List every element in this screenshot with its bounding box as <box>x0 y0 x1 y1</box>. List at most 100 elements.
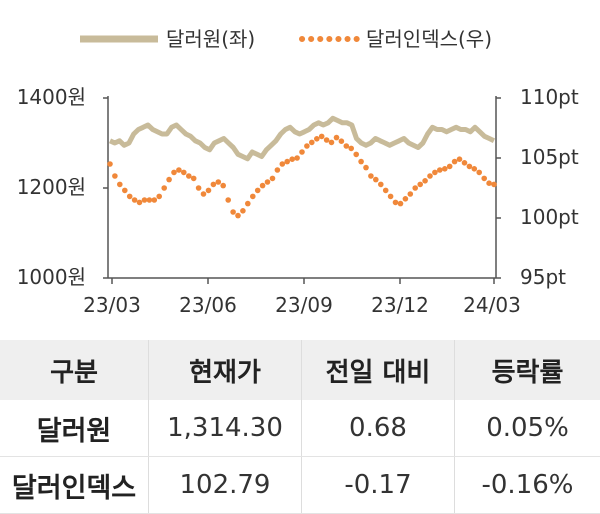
data-point-dxy <box>447 164 453 170</box>
data-point-dxy <box>216 179 222 185</box>
data-point-dxy <box>265 179 271 185</box>
data-point-dxy <box>171 170 177 176</box>
data-point-dxy <box>201 191 207 197</box>
y-right-tick-label: 105pt <box>520 145 579 169</box>
y-left-tick-label: 1200원 <box>17 175 86 199</box>
data-point-dxy <box>284 159 290 165</box>
data-point-dxy <box>457 156 463 162</box>
column-header: 현재가 <box>149 340 302 400</box>
data-point-dxy <box>196 185 202 191</box>
data-point-dxy <box>324 137 330 143</box>
y-right-tick-label: 95pt <box>520 265 566 289</box>
data-point-dxy <box>378 182 384 188</box>
x-tick-label: 23/06 <box>179 293 237 317</box>
data-point-dxy <box>137 200 143 206</box>
data-point-dxy <box>319 134 325 140</box>
data-point-dxy <box>289 156 295 162</box>
x-tick-label: 23/12 <box>371 293 429 317</box>
y-left-tick-label: 1400원 <box>17 85 86 109</box>
legend-label-usdkrw: 달러원(좌) <box>166 27 255 51</box>
x-tick-label: 24/03 <box>463 293 521 317</box>
data-point-dxy <box>432 170 438 176</box>
data-point-dxy <box>206 188 212 194</box>
y-left-tick-label: 1000원 <box>17 265 86 289</box>
column-header: 등락률 <box>455 340 600 400</box>
data-point-dxy <box>112 173 118 179</box>
data-point-dxy <box>211 182 217 188</box>
data-point-dxy <box>363 165 369 171</box>
data-point-dxy <box>142 197 148 203</box>
row-label: 달러원 <box>0 400 149 457</box>
data-point-dxy <box>314 136 320 142</box>
data-point-dxy <box>417 182 423 188</box>
data-point-dxy <box>408 191 414 197</box>
table-header-row: 구분 현재가 전일 대비 등락률 <box>0 340 600 400</box>
data-point-dxy <box>329 140 335 146</box>
data-point-dxy <box>299 149 305 155</box>
change-rate-cell: -0.16% <box>455 457 600 514</box>
data-point-dxy <box>353 152 359 158</box>
data-point-dxy <box>334 135 340 141</box>
data-point-dxy <box>132 197 138 203</box>
data-point-dxy <box>373 177 379 183</box>
data-point-dxy <box>225 197 231 203</box>
x-tick-label: 23/03 <box>83 293 141 317</box>
data-point-dxy <box>403 196 409 202</box>
data-point-dxy <box>147 197 153 203</box>
data-point-dxy <box>339 138 345 144</box>
data-point-dxy <box>191 176 197 182</box>
exchange-rate-chart: 달러원(좌) 달러인덱스(우) 1400원 1200원 1000원 110pt … <box>0 0 600 340</box>
data-point-dxy <box>452 159 458 165</box>
legend-label-dxy: 달러인덱스(우) <box>366 27 492 51</box>
data-point-dxy <box>398 201 404 207</box>
y-right-tick-label: 100pt <box>520 205 579 229</box>
data-point-dxy <box>122 188 128 194</box>
data-point-dxy <box>255 188 261 194</box>
data-point-dxy <box>476 170 482 176</box>
data-point-dxy <box>427 173 433 179</box>
data-point-dxy <box>422 178 428 184</box>
data-point-dxy <box>348 146 354 152</box>
table-row: 달러원 1,314.30 0.68 0.05% <box>0 400 600 457</box>
data-point-dxy <box>220 183 226 189</box>
change-rate-cell: 0.05% <box>455 400 600 457</box>
data-point-dxy <box>161 185 167 191</box>
data-point-dxy <box>472 166 478 172</box>
data-point-dxy <box>181 170 187 176</box>
quote-table: 구분 현재가 전일 대비 등락률 달러원 1,314.30 0.68 0.05%… <box>0 340 600 514</box>
current-price-cell: 1,314.30 <box>149 400 302 457</box>
data-point-dxy <box>462 160 468 166</box>
data-point-dxy <box>250 194 256 200</box>
x-tick-label: 23/09 <box>275 293 333 317</box>
data-point-dxy <box>486 180 492 186</box>
data-point-dxy <box>344 143 350 149</box>
data-point-dxy <box>152 197 158 203</box>
data-point-dxy <box>235 213 241 219</box>
data-point-dxy <box>388 194 394 200</box>
data-point-dxy <box>230 209 236 215</box>
data-point-dxy <box>127 194 133 200</box>
data-point-dxy <box>176 167 182 173</box>
data-point-dxy <box>467 164 473 170</box>
data-point-dxy <box>412 185 418 191</box>
daily-change-cell: -0.17 <box>302 457 455 514</box>
data-point-dxy <box>309 140 315 146</box>
data-point-dxy <box>393 200 399 206</box>
data-point-dxy <box>437 167 443 173</box>
data-point-dxy <box>304 143 310 149</box>
data-point-dxy <box>186 173 192 179</box>
data-point-dxy <box>294 155 300 161</box>
data-point-dxy <box>368 173 374 179</box>
data-point-dxy <box>481 176 487 182</box>
table-row: 달러인덱스 102.79 -0.17 -0.16% <box>0 457 600 514</box>
data-point-dxy <box>245 201 251 207</box>
data-point-dxy <box>117 182 123 188</box>
data-point-dxy <box>260 183 266 189</box>
data-point-dxy <box>166 177 172 183</box>
data-point-dxy <box>280 161 286 167</box>
data-point-dxy <box>275 167 281 173</box>
column-header: 전일 대비 <box>302 340 455 400</box>
data-point-dxy <box>358 159 364 165</box>
y-right-tick-label: 110pt <box>520 85 579 109</box>
current-price-cell: 102.79 <box>149 457 302 514</box>
